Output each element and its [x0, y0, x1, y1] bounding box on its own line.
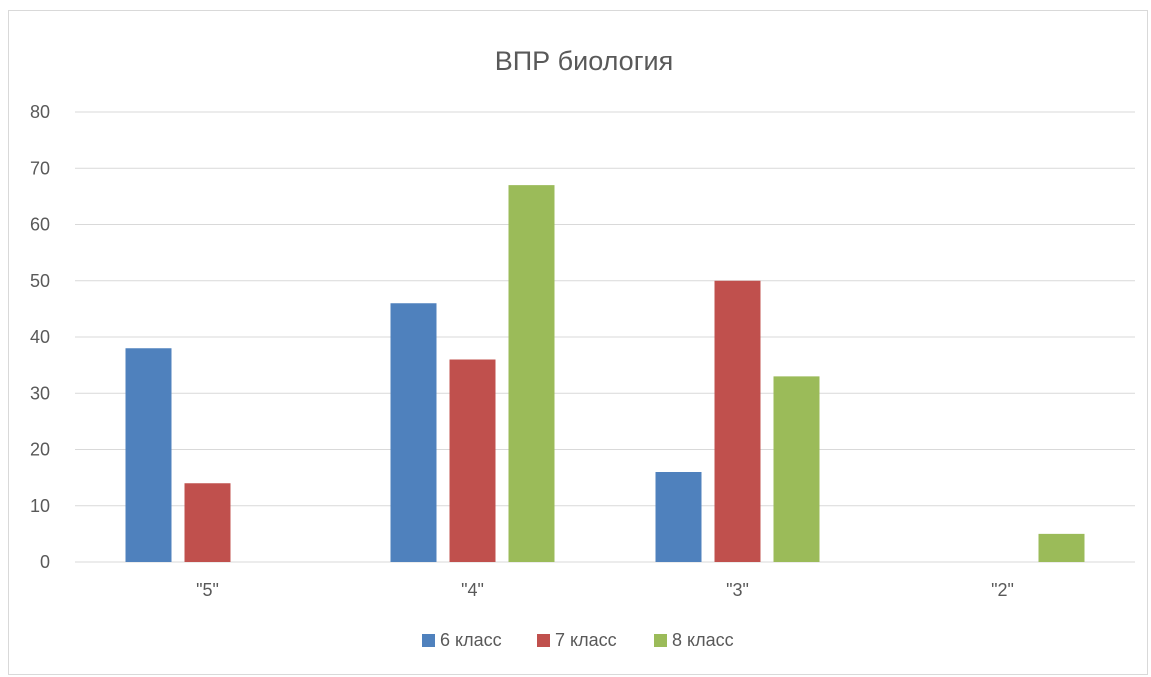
- y-tick-label: 0: [40, 552, 50, 572]
- legend-label: 8 класс: [672, 630, 734, 650]
- y-axis-ticks: 0 10 20 30 40 50 60 70 80: [30, 102, 50, 572]
- legend: 6 класс 7 класс 8 класс: [422, 630, 734, 650]
- bar-1-2: [508, 185, 555, 562]
- bar-2-1: [714, 280, 761, 562]
- x-tick-label: "2": [991, 580, 1014, 600]
- legend-label: 7 класс: [555, 630, 617, 650]
- y-tick-label: 30: [30, 383, 50, 403]
- x-tick-label: "5": [196, 580, 219, 600]
- y-tick-label: 10: [30, 496, 50, 516]
- chart-title: ВПР биология: [495, 46, 674, 76]
- gridlines: [75, 111, 1135, 563]
- y-tick-label: 80: [30, 102, 50, 122]
- bar-2-0: [655, 472, 702, 562]
- bar-0-1: [184, 483, 231, 562]
- legend-swatch: [654, 634, 667, 647]
- bar-0-0: [125, 348, 172, 562]
- bars: [125, 185, 1085, 562]
- chart-frame: [8, 10, 1148, 675]
- x-tick-label: "3": [726, 580, 749, 600]
- bar-1-0: [390, 303, 437, 562]
- legend-swatch: [422, 634, 435, 647]
- legend-label: 6 класс: [440, 630, 502, 650]
- bar-3-2: [1038, 533, 1085, 562]
- y-tick-label: 20: [30, 440, 50, 460]
- x-tick-label: "4": [461, 580, 484, 600]
- x-axis-ticks: "5" "4" "3" "2": [196, 580, 1014, 600]
- y-tick-label: 70: [30, 158, 50, 178]
- y-tick-label: 60: [30, 215, 50, 235]
- bar-1-1: [449, 359, 496, 562]
- legend-swatch: [537, 634, 550, 647]
- bar-2-2: [773, 376, 820, 562]
- y-tick-label: 50: [30, 271, 50, 291]
- y-tick-label: 40: [30, 327, 50, 347]
